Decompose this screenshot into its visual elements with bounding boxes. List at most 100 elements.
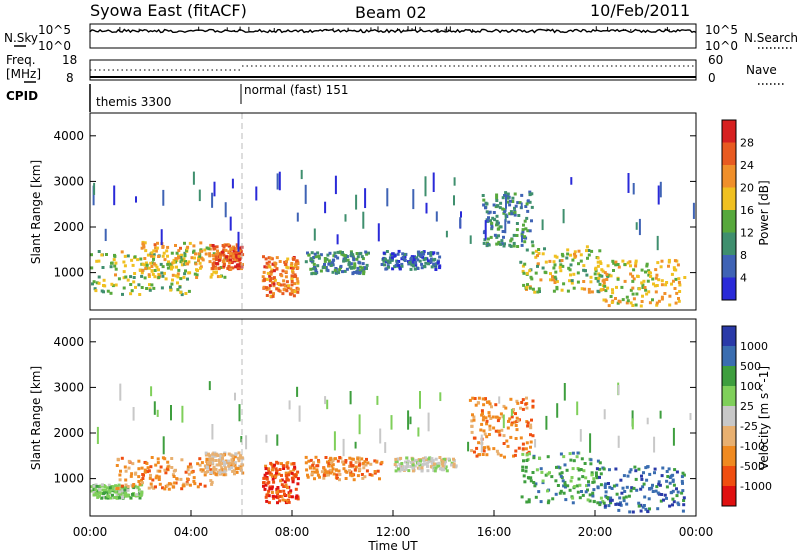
data-cell — [592, 480, 596, 484]
data-cell — [160, 286, 164, 290]
data-cell — [186, 277, 189, 281]
data-cell — [570, 281, 574, 285]
data-cell — [163, 487, 167, 491]
data-cell — [562, 209, 565, 224]
data-cell — [653, 467, 657, 471]
data-cell — [539, 278, 543, 282]
data-cell — [658, 483, 662, 487]
data-cell — [619, 478, 623, 482]
data-cell — [92, 486, 96, 490]
data-cell — [150, 456, 154, 459]
data-cell — [336, 234, 339, 245]
data-cell — [553, 275, 557, 279]
data-cell — [486, 445, 490, 449]
data-cell — [409, 460, 413, 464]
data-cell — [266, 271, 270, 275]
data-cell — [640, 268, 644, 272]
data-cell — [538, 457, 542, 460]
data-cell — [579, 429, 582, 442]
data-cell — [662, 498, 665, 502]
data-cell — [151, 478, 155, 482]
data-cell — [631, 510, 635, 514]
data-cell — [599, 496, 603, 500]
data-cell — [668, 481, 672, 485]
data-cell — [100, 253, 104, 257]
data-cell — [300, 169, 303, 180]
data-cell — [354, 441, 357, 449]
data-cell — [226, 243, 230, 247]
data-cell — [208, 260, 212, 264]
data-cell — [604, 490, 608, 494]
data-cell — [495, 449, 499, 453]
data-cell — [317, 256, 321, 260]
data-cell — [521, 447, 525, 451]
data-cell — [118, 478, 122, 482]
data-cell — [377, 223, 380, 242]
data-cell — [625, 301, 629, 305]
data-cell — [129, 474, 133, 478]
data-cell — [140, 466, 144, 470]
data-cell — [235, 250, 239, 254]
data-cell — [515, 399, 519, 403]
data-cell — [502, 244, 506, 248]
data-cell — [118, 488, 122, 492]
data-cell — [607, 504, 611, 508]
data-cell — [293, 273, 297, 277]
data-cell — [614, 263, 618, 267]
data-cell — [506, 426, 510, 430]
data-cell — [286, 478, 290, 482]
data-cell — [237, 231, 240, 252]
data-cell — [528, 452, 531, 456]
data-cell — [169, 482, 173, 486]
data-cell — [304, 461, 308, 465]
data-cell — [510, 408, 513, 417]
data-cell — [409, 416, 412, 425]
data-cell — [584, 269, 587, 273]
noise-panel: N.Sky 10^5 10^0 10^5 10^0 N.Search — [4, 23, 798, 53]
noise-right-label: N.Search — [744, 31, 798, 45]
data-cell — [524, 205, 528, 208]
data-cell — [154, 463, 158, 467]
data-cell — [405, 456, 409, 460]
data-cell — [596, 256, 600, 260]
data-cell — [624, 495, 628, 499]
data-cell — [94, 289, 98, 293]
data-cell — [569, 458, 573, 462]
data-cell — [292, 462, 296, 466]
data-cell — [431, 459, 435, 463]
data-cell — [225, 255, 228, 259]
data-cell — [480, 422, 484, 426]
data-cell — [193, 482, 197, 486]
data-cell — [137, 480, 141, 483]
data-cell — [329, 461, 333, 464]
data-cell — [599, 472, 603, 476]
data-cell — [206, 470, 209, 474]
data-cell — [514, 437, 518, 440]
data-cell — [338, 478, 341, 482]
data-cell — [400, 462, 404, 465]
data-cell — [657, 299, 661, 303]
data-cell — [275, 487, 279, 491]
data-cell — [126, 485, 130, 489]
data-cell — [280, 483, 284, 487]
data-cell — [311, 267, 315, 271]
data-cell — [482, 198, 486, 202]
data-cell — [326, 399, 329, 410]
data-cell — [395, 261, 399, 265]
data-cell — [504, 219, 507, 234]
data-cell — [660, 493, 664, 496]
data-cell — [652, 282, 655, 286]
data-cell — [539, 467, 543, 471]
data-cell — [343, 269, 347, 273]
data-cell — [315, 470, 319, 474]
data-cell — [280, 478, 284, 482]
data-cell — [309, 267, 313, 271]
colorbar-tick-label: 8 — [740, 249, 747, 262]
data-cell — [310, 272, 314, 276]
data-cell — [183, 251, 187, 255]
data-cell — [317, 460, 321, 464]
data-cell — [175, 258, 179, 262]
data-cell — [453, 195, 455, 206]
data-cell — [208, 252, 212, 256]
data-cell — [198, 189, 201, 202]
